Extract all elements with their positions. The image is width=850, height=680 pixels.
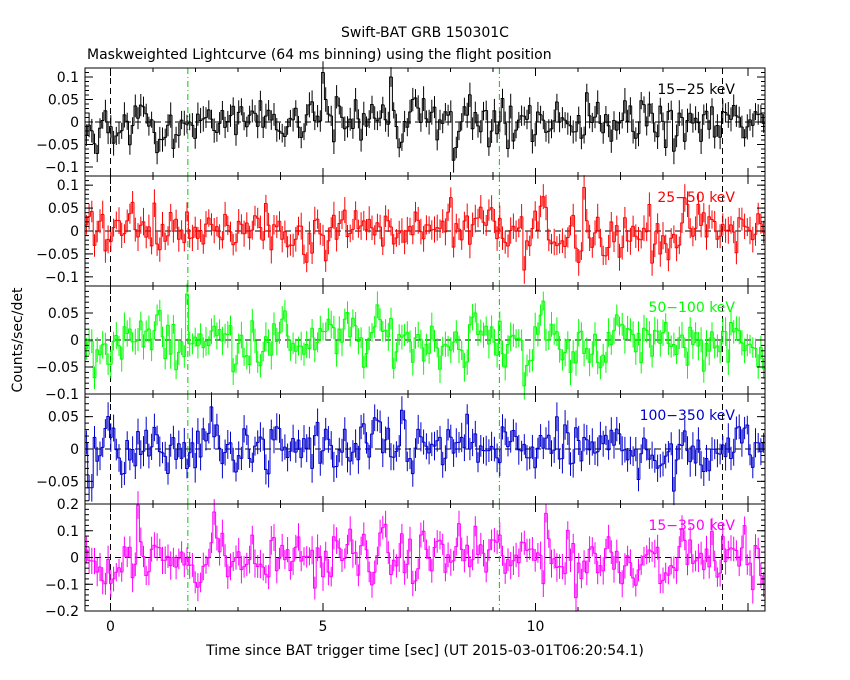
y-tick-label: 0: [70, 551, 79, 567]
y-tick-label: 0.2: [57, 497, 79, 513]
y-tick-label: −0.2: [45, 604, 79, 620]
panels-group: 0.1 0.05 0 −0.05 −0.1 15−25 keV 0.1 0.05 0 −0.05 −…: [36, 61, 766, 635]
y-tick-label: −0.1: [45, 270, 79, 286]
y-axis-label: Counts/sec/det: [10, 287, 26, 392]
band-label: 100−350 keV: [640, 408, 736, 424]
band-label: 50−100 keV: [648, 300, 735, 316]
y-tick-label: −0.05: [36, 474, 79, 490]
panel-5: 0.2 0.1 0 −0.1 −0.2 15−350 keV: [45, 491, 766, 620]
series-3-line: [85, 283, 765, 400]
panel-1: 0.1 0.05 0 −0.05 −0.1 15−25 keV: [36, 61, 766, 177]
chart-title: Swift-BAT GRB 150301C: [341, 25, 509, 41]
y-tick-label: −0.05: [36, 138, 79, 154]
y-tick-label: 0.05: [48, 93, 79, 109]
band-label: 25−50 keV: [657, 190, 735, 206]
y-tick-label: −0.05: [36, 360, 79, 376]
band-label: 15−25 keV: [657, 82, 735, 98]
x-tick-label: 0: [106, 619, 115, 635]
y-tick-label: 0: [70, 333, 79, 349]
y-tick-label: 0: [70, 224, 79, 240]
band-label: 15−350 keV: [648, 518, 735, 534]
series-2-line: [85, 175, 765, 284]
x-tick-label: 5: [319, 619, 328, 635]
panel-4: 0.05 0 −0.05 100−350 keV: [36, 392, 766, 506]
y-tick-label: 0.1: [57, 70, 79, 86]
x-tick-label: 10: [527, 619, 545, 635]
panel-3: 0.05 0 −0.05 −0.1 50−100 keV: [36, 283, 766, 403]
y-tick-label: −0.1: [45, 160, 79, 176]
series-1-line: [85, 61, 765, 173]
y-tick-label: −0.1: [45, 387, 79, 403]
y-tick-label: 0.1: [57, 524, 79, 540]
series-5-line: [85, 491, 765, 612]
y-tick-label: 0.1: [57, 178, 79, 194]
panel-2: 0.1 0.05 0 −0.05 −0.1 25−50 keV: [36, 175, 766, 287]
y-tick-label: 0.05: [48, 410, 79, 426]
y-tick-label: −0.05: [36, 247, 79, 263]
y-tick-label: 0: [70, 442, 79, 458]
y-tick-label: 0: [70, 115, 79, 131]
y-tick-label: −0.1: [45, 577, 79, 593]
x-axis-label: Time since BAT trigger time [sec] (UT 20…: [205, 643, 644, 659]
y-tick-label: 0.05: [48, 306, 79, 322]
y-tick-label: 0.05: [48, 201, 79, 217]
chart-subtitle: Maskweighted Lightcurve (64 ms binning) …: [87, 47, 552, 63]
